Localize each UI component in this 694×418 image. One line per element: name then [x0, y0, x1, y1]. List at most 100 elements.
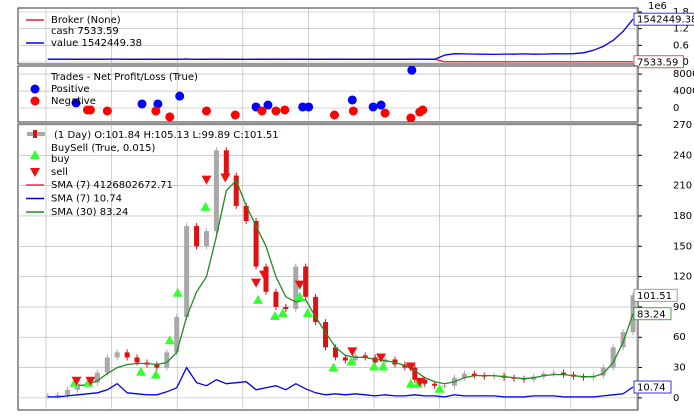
- legend-label: SMA (30) 83.24: [51, 207, 128, 218]
- candle-body: [362, 355, 368, 358]
- candle-body: [55, 394, 61, 396]
- sell-marker: [294, 280, 305, 290]
- y-tick-label: 120: [673, 272, 692, 283]
- buy-marker: [378, 361, 389, 371]
- candle-body: [124, 352, 130, 358]
- candle-body: [253, 221, 259, 267]
- candle-body: [283, 306, 289, 309]
- candle-body: [203, 231, 209, 247]
- sell-marker: [405, 362, 416, 372]
- last-value-label: 101.51: [637, 291, 672, 302]
- candle-body: [630, 295, 636, 333]
- sell-marker: [347, 347, 358, 357]
- trade-point: [304, 102, 314, 112]
- trade-point: [368, 102, 378, 112]
- legend-label: BuySell (True, 0.015): [51, 143, 155, 154]
- candle-body: [45, 395, 51, 397]
- trade-point: [85, 105, 95, 115]
- trade-point: [201, 106, 211, 116]
- candle-body: [75, 383, 81, 390]
- y-tick-label: 0: [673, 103, 679, 114]
- trade-point: [151, 106, 161, 116]
- candle-body: [104, 357, 110, 373]
- trade-point: [407, 65, 417, 75]
- candle-body: [65, 389, 71, 395]
- legend-title: Broker (None): [51, 15, 121, 26]
- legend-label: buy: [51, 154, 70, 165]
- buy-marker: [405, 378, 416, 388]
- candle-body: [233, 175, 239, 206]
- candle-body: [561, 372, 567, 375]
- trade-point: [257, 106, 267, 116]
- buy-marker: [294, 291, 305, 301]
- y-tick-label: 180: [673, 211, 692, 222]
- candle-body: [194, 226, 200, 247]
- legend-label: Negative: [51, 96, 96, 107]
- candle-body: [293, 266, 299, 309]
- y-tick-label: 90: [673, 302, 686, 313]
- buy-marker: [328, 362, 339, 372]
- trade-point: [137, 99, 147, 109]
- sell-marker: [71, 376, 82, 386]
- y-tick-label: 1.2: [673, 24, 689, 35]
- last-value-label: 7533.59: [637, 57, 678, 68]
- trade-point: [380, 108, 390, 118]
- candle-body: [164, 352, 170, 368]
- buy-marker: [172, 287, 183, 297]
- y-tick-label: 0.6: [673, 40, 689, 51]
- legend-label: SMA (7) 10.74: [51, 194, 122, 205]
- trade-point: [71, 98, 81, 108]
- y-tick-label: 60: [673, 332, 686, 343]
- legend-swatch: [30, 84, 40, 94]
- legend-label: SMA (7) 4126802672.71: [51, 180, 173, 191]
- last-value-box: [633, 12, 694, 26]
- y-tick-label: 240: [673, 150, 692, 161]
- candle-body: [432, 383, 438, 386]
- candle-body: [313, 296, 319, 323]
- trade-point: [348, 106, 358, 116]
- legend-label: sell: [51, 167, 68, 178]
- candle-body: [174, 317, 180, 353]
- buy-marker: [302, 307, 313, 317]
- panel-frame: [17, 65, 639, 123]
- last-value-label: 10.74: [637, 383, 666, 394]
- buy-marker: [277, 307, 288, 317]
- candle-body: [94, 372, 100, 383]
- y-tick-label: 270: [673, 120, 692, 131]
- last-value-box: [633, 380, 672, 394]
- candle-body: [422, 379, 428, 384]
- trade-point: [153, 99, 163, 109]
- candle-body: [303, 266, 309, 297]
- legend-label: Positive: [51, 84, 90, 95]
- trade-point: [165, 112, 175, 122]
- sell-marker: [201, 175, 212, 185]
- sma-line: [47, 366, 634, 398]
- candle-body: [213, 150, 219, 232]
- last-value-label: 1542449.38: [637, 15, 694, 26]
- y-tick-label: 30: [673, 363, 686, 374]
- candle-body: [223, 150, 229, 176]
- candle-body: [620, 332, 626, 348]
- sell-marker: [259, 270, 270, 280]
- trade-point: [263, 100, 273, 110]
- line: [47, 18, 634, 61]
- y-tick-label: 210: [673, 181, 692, 192]
- candle-body: [154, 364, 160, 368]
- buy-marker: [136, 366, 147, 376]
- sell-marker: [220, 173, 231, 183]
- buy-marker: [346, 356, 357, 366]
- candle-body: [600, 367, 606, 376]
- legend-swatch: [30, 96, 40, 106]
- legend-title: Trades - Net Profit/Loss (True): [50, 72, 198, 83]
- y-tick-label: 1.8: [673, 7, 689, 18]
- last-value-box: [633, 307, 672, 321]
- legend-swatch: [30, 150, 40, 159]
- trade-point: [230, 110, 240, 120]
- sell-marker: [85, 376, 96, 386]
- panel-frame: [17, 123, 639, 411]
- buy-marker: [269, 311, 280, 321]
- y-tick-label: 150: [673, 241, 692, 252]
- candle-body: [610, 347, 616, 368]
- candle-body: [471, 373, 477, 376]
